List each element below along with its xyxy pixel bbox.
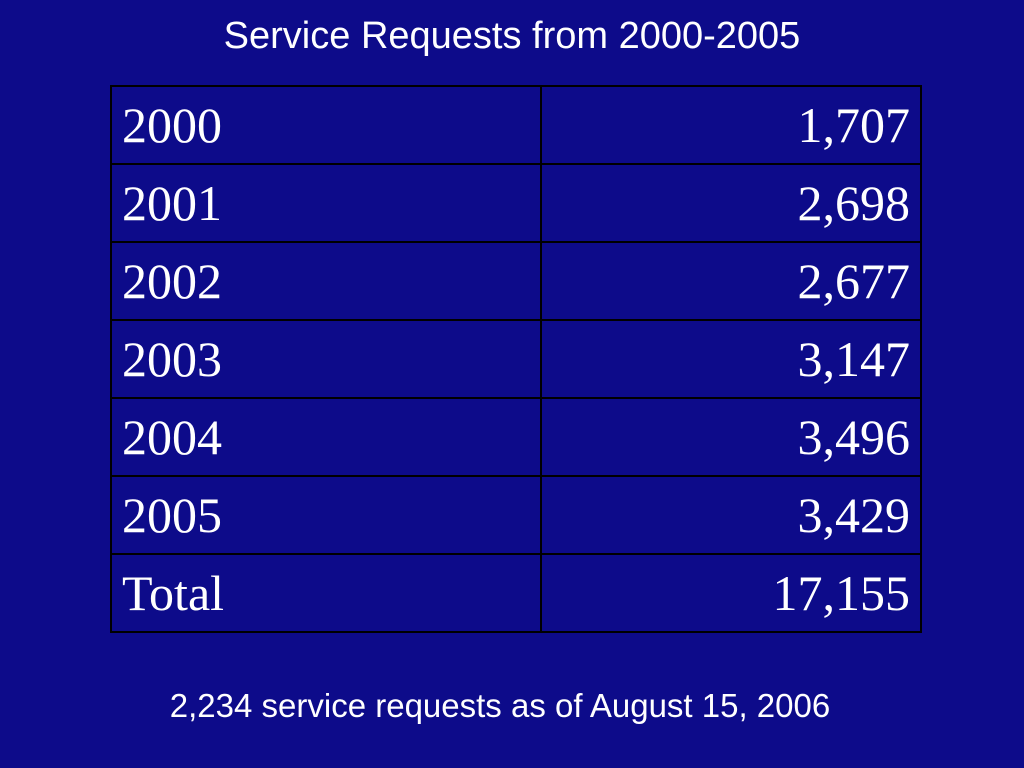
count-cell: 17,155 bbox=[540, 553, 922, 633]
slide-title: Service Requests from 2000-2005 bbox=[223, 15, 801, 57]
footnote: 2,234 service requests as of August 15, … bbox=[169, 687, 831, 724]
year-cell: 2003 bbox=[110, 319, 542, 399]
year-cell: 2000 bbox=[110, 85, 542, 165]
data-table: 2000 1,707 2001 2,698 2002 2,677 2003 3,147 2004… bbox=[110, 85, 922, 633]
year-cell: 2004 bbox=[110, 397, 542, 477]
year-cell: 2001 bbox=[110, 163, 542, 243]
count-cell: 3,147 bbox=[540, 319, 922, 399]
year-cell: Total bbox=[110, 553, 542, 633]
year-cell: 2002 bbox=[110, 241, 542, 321]
table-row: 2004 3,496 bbox=[110, 397, 922, 477]
table-row: 2002 2,677 bbox=[110, 241, 922, 321]
table-row: 2000 1,707 bbox=[110, 85, 922, 165]
table-body: 2000 1,707 2001 2,698 2002 2,677 2003 3,147 2004… bbox=[110, 85, 922, 633]
year-cell: 2005 bbox=[110, 475, 542, 555]
count-cell: 1,707 bbox=[540, 85, 922, 165]
count-cell: 3,496 bbox=[540, 397, 922, 477]
table-row: 2005 3,429 bbox=[110, 475, 922, 555]
count-cell: 2,677 bbox=[540, 241, 922, 321]
count-cell: 3,429 bbox=[540, 475, 922, 555]
count-cell: 2,698 bbox=[540, 163, 922, 243]
table-row: Total 17,155 bbox=[110, 553, 922, 633]
table-row: 2003 3,147 bbox=[110, 319, 922, 399]
table-row: 2001 2,698 bbox=[110, 163, 922, 243]
